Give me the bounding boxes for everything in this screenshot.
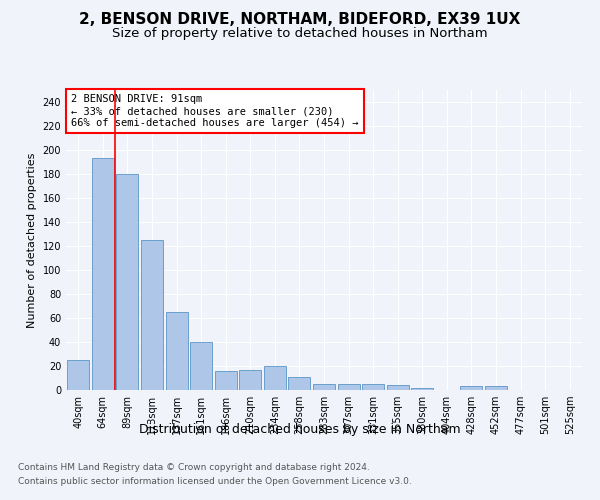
Text: Contains public sector information licensed under the Open Government Licence v3: Contains public sector information licen… (18, 478, 412, 486)
Bar (411, 388, 433, 390)
Text: 2, BENSON DRIVE, NORTHAM, BIDEFORD, EX39 1UX: 2, BENSON DRIVE, NORTHAM, BIDEFORD, EX39… (79, 12, 521, 28)
Bar (362, 384, 384, 390)
Bar (386, 385, 409, 390)
Bar (215, 371, 237, 390)
Text: Size of property relative to detached houses in Northam: Size of property relative to detached ho… (112, 28, 488, 40)
Bar (485, 386, 507, 390)
Bar (313, 384, 335, 390)
Bar (460, 386, 482, 390)
Bar (116, 174, 139, 390)
Text: 2 BENSON DRIVE: 91sqm
← 33% of detached houses are smaller (230)
66% of semi-det: 2 BENSON DRIVE: 91sqm ← 33% of detached … (71, 94, 359, 128)
Text: Contains HM Land Registry data © Crown copyright and database right 2024.: Contains HM Land Registry data © Crown c… (18, 462, 370, 471)
Bar (141, 240, 163, 390)
Bar (264, 366, 286, 390)
Bar (289, 377, 310, 390)
Text: Distribution of detached houses by size in Northam: Distribution of detached houses by size … (139, 422, 461, 436)
Bar (67, 360, 89, 390)
Bar (338, 384, 359, 390)
Y-axis label: Number of detached properties: Number of detached properties (27, 152, 37, 328)
Bar (239, 370, 262, 390)
Bar (166, 312, 188, 390)
Bar (190, 342, 212, 390)
Bar (92, 158, 114, 390)
